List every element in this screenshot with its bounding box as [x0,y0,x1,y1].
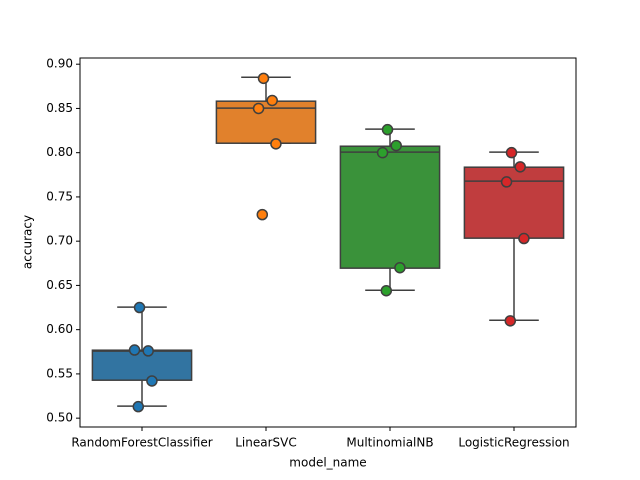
y-tick-label: 0.50 [46,411,73,425]
point [500,176,513,188]
x-tick-label: RandomForestClassifier [71,436,212,450]
point [390,139,402,152]
point [380,284,393,297]
point [142,345,154,357]
point [505,146,518,159]
point [256,208,269,221]
point [381,123,394,136]
box [339,145,441,269]
y-tick-label: 0.80 [46,145,73,159]
y-tick-label: 0.55 [46,366,73,380]
point [394,261,406,274]
y-tick-label: 0.65 [46,278,73,292]
point [146,375,158,387]
x-tick-label: LogisticRegression [458,436,569,450]
y-tick-label: 0.90 [46,57,73,71]
x-axis-label: model_name [289,456,366,470]
point [376,146,389,159]
x-tick-label: MultinomialNB [346,436,433,450]
point [518,232,530,245]
point [133,301,146,314]
point [514,161,526,173]
point [257,72,270,85]
plot-frame [79,57,577,428]
x-tick-label: LinearSVC [235,436,297,450]
y-tick-label: 0.75 [46,189,73,203]
point [132,400,145,413]
y-tick-label: 0.85 [46,101,73,115]
y-tick-label: 0.70 [46,234,73,248]
box [91,349,193,381]
point [128,344,141,356]
y-axis-label: accuracy [21,215,35,269]
point [266,94,278,107]
y-tick-label: 0.60 [46,322,73,336]
point [270,138,282,150]
box [463,166,565,239]
point [252,102,265,115]
point [504,315,517,327]
